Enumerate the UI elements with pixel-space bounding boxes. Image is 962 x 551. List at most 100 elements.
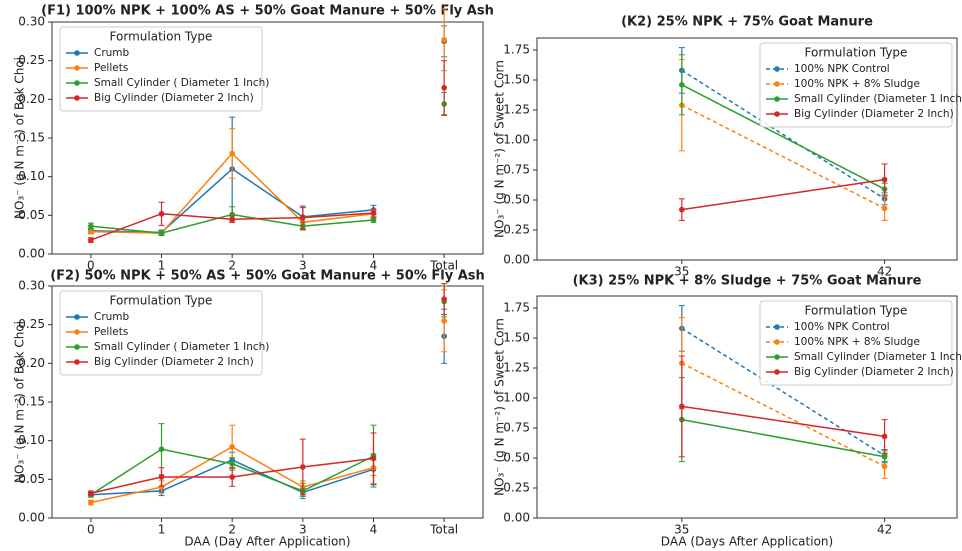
y-tick-label: 0.20 (18, 356, 45, 370)
x-tick-label: 42 (877, 265, 892, 279)
y-tick-label: 0.00 (18, 511, 45, 525)
point (881, 433, 888, 440)
point (88, 228, 94, 235)
point (300, 464, 306, 470)
y-tick-label: 1.00 (503, 133, 530, 147)
legend-title: Formulation Type (110, 30, 213, 44)
point (229, 461, 235, 467)
total-point (441, 36, 447, 43)
point (881, 463, 888, 470)
legend-marker (774, 66, 780, 72)
y-tick-label: 1.25 (503, 361, 530, 375)
legend-label: Small Cylinder (Diameter 1 Inch) (794, 93, 962, 105)
legend-marker (74, 65, 80, 71)
point (158, 484, 165, 490)
point (370, 210, 377, 216)
point (679, 82, 685, 88)
legend-label: 100% NPK Control (794, 321, 890, 333)
legend-label: Big Cylinder (Diameter 2 Inch) (94, 92, 254, 104)
legend-label: Pellets (94, 326, 128, 338)
legend-box (59, 290, 263, 376)
y-tick-label: 0.05 (18, 208, 45, 222)
legend-label: Big Cylinder (Diameter 2 Inch) (794, 366, 954, 378)
x-tick-label: 35 (674, 523, 689, 537)
y-tick-label: 0.00 (503, 511, 530, 525)
point (88, 490, 94, 497)
point (88, 223, 94, 229)
y-tick-label: 1.25 (503, 103, 530, 117)
point (88, 499, 94, 506)
point (300, 214, 306, 221)
x-tick-label: 1 (158, 259, 166, 273)
y-tick-label: 0.30 (18, 15, 45, 29)
x-tick-label: 4 (370, 259, 378, 273)
point (229, 216, 235, 222)
chart-title: (K3) 25% NPK + 8% Sludge + 75% Goat Manu… (573, 274, 922, 289)
point (229, 444, 235, 450)
series-line (681, 405, 885, 438)
legend-label: Small Cylinder (Diameter 1 Inch) (794, 351, 962, 363)
x-tick-label: 35 (674, 265, 689, 279)
y-axis-label: NO₃⁻ (g N m⁻²) of Bok Choi (13, 321, 27, 483)
legend-title: Formulation Type (805, 46, 908, 60)
y-tick-label: 0.00 (18, 247, 45, 261)
y-axis-label: NO₃⁻ (g N m⁻²) of Sweet Corn (493, 60, 507, 238)
y-tick-label: 0.25 (503, 223, 530, 237)
point (229, 474, 235, 480)
legend-marker (774, 369, 780, 375)
point (229, 150, 235, 157)
point (370, 217, 377, 223)
point (88, 237, 94, 243)
y-tick-label: 0.25 (18, 53, 45, 67)
legend-box (59, 26, 263, 112)
legend-marker (74, 314, 80, 320)
x-tick-label: 2 (228, 259, 236, 273)
total-point (441, 296, 447, 302)
y-tick-label: 0.25 (18, 317, 45, 331)
total-point (441, 318, 447, 324)
legend-title: Formulation Type (805, 304, 908, 318)
series-line (681, 327, 885, 457)
x-tick-label: 1 (158, 523, 166, 537)
point (881, 176, 888, 183)
x-tick-label: 3 (299, 523, 307, 537)
point (679, 403, 685, 410)
y-tick-label: 1.75 (503, 43, 530, 57)
legend-label: 100% NPK + 8% Sludge (794, 78, 920, 90)
legend-marker (774, 339, 780, 345)
x-axis-label: DAA (Day After Application) (184, 535, 350, 549)
y-tick-label: 0.15 (18, 131, 45, 145)
y-axis-label: NO₃⁻ (g N m⁻²) of Bok Choi (13, 57, 27, 219)
y-tick-label: 0.05 (18, 472, 45, 486)
x-tick-label: 42 (877, 523, 892, 537)
y-tick-label: 1.75 (503, 301, 530, 315)
total-point (441, 84, 447, 91)
legend-label: Pellets (94, 62, 128, 74)
x-tick-label: Total (429, 259, 458, 273)
legend-label: Crumb (94, 311, 130, 323)
y-tick-label: 0.15 (18, 395, 45, 409)
x-tick-label: 0 (87, 259, 95, 273)
legend-marker (74, 95, 80, 101)
series-line (681, 104, 885, 210)
x-tick-label: Total (429, 523, 458, 537)
plot-area (536, 295, 958, 519)
point (881, 205, 888, 212)
y-tick-label: 0.00 (503, 253, 530, 267)
legend-marker (774, 324, 780, 330)
x-tick-label: 2 (228, 523, 236, 537)
legend-marker (74, 359, 80, 365)
legend-title: Formulation Type (110, 294, 213, 308)
point (679, 206, 685, 213)
legend-marker (74, 344, 80, 350)
y-tick-label: 0.10 (18, 169, 45, 183)
legend-marker (774, 354, 780, 360)
legend-label: 100% NPK Control (794, 63, 890, 75)
series-line (681, 178, 885, 211)
chart-title: (K2) 25% NPK + 75% Goat Manure (621, 15, 873, 30)
legend-label: Big Cylinder (Diameter 2 Inch) (94, 356, 254, 368)
x-tick-label: 3 (299, 259, 307, 273)
y-tick-label: 0.30 (18, 279, 45, 293)
legend-marker (774, 96, 780, 102)
